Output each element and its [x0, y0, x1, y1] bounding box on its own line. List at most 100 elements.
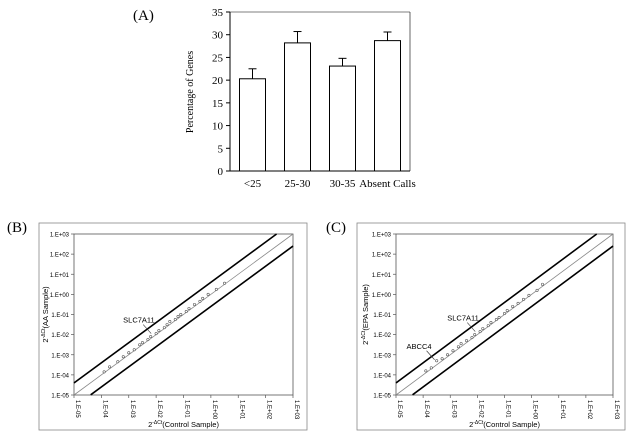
- x-tick-label: 1.E+00: [211, 400, 217, 420]
- data-point: [102, 370, 106, 374]
- y-tick-label: 1.E-02: [373, 333, 391, 339]
- x-tick-label: 1.E+01: [238, 400, 244, 420]
- x-tick-label: 1.E-01: [184, 400, 190, 418]
- gene-annotation: SLC7A11: [447, 314, 479, 323]
- panel-a-label: (A): [133, 8, 154, 24]
- x-tick-label: 1.E+01: [559, 400, 565, 420]
- x-tick-label: 1.E+02: [586, 400, 592, 420]
- x-tick-label: 1.E-02: [156, 400, 162, 418]
- data-point: [176, 315, 180, 319]
- panel-a-y-tick-label: 20: [212, 75, 224, 87]
- y-axis-label: 2-ΔCt(AA Sample): [41, 286, 50, 343]
- x-tick-label: 1.E+03: [613, 400, 619, 420]
- gene-annotation: SLC7A11: [123, 316, 155, 325]
- data-point: [149, 335, 153, 339]
- data-point: [446, 353, 450, 357]
- data-point: [116, 360, 120, 364]
- y-tick-label: 1.E+00: [372, 293, 392, 299]
- data-point: [459, 342, 463, 346]
- data-point: [179, 312, 183, 316]
- gene-annotation: ABCC4: [407, 342, 432, 351]
- data-point: [481, 327, 485, 331]
- data-point: [505, 308, 509, 312]
- data-point: [154, 332, 158, 336]
- x-tick-label: 1.E+00: [532, 400, 538, 420]
- panel-a-bar: [284, 42, 311, 172]
- data-point: [108, 365, 112, 369]
- data-point: [121, 355, 125, 359]
- y-tick-label: 1.E-04: [51, 373, 69, 379]
- y-tick-label: 1.E+01: [372, 273, 392, 279]
- y-tick-label: 1.E+00: [50, 293, 70, 299]
- panel-a-y-tick-label: 35: [212, 7, 224, 19]
- panel-b-label: (B): [7, 220, 27, 236]
- data-point: [184, 309, 188, 313]
- data-point: [502, 311, 506, 315]
- panel-a-x-tick-label: Absent Calls: [359, 178, 416, 190]
- data-point: [478, 330, 482, 334]
- data-point: [516, 301, 520, 305]
- y-tick-label: 1.E-02: [51, 333, 69, 339]
- panel-a-bar: [329, 65, 356, 172]
- data-point: [535, 288, 539, 292]
- panel-a-bar: [374, 40, 401, 172]
- data-point: [494, 318, 498, 322]
- identity-line: [73, 233, 294, 396]
- data-point: [165, 323, 169, 327]
- x-tick-label: 1.E-04: [101, 400, 107, 418]
- panel-a-y-tick-label: 25: [212, 52, 224, 64]
- panel-a-x-tick-label: <25: [244, 178, 262, 190]
- y-tick-label: 1.E-03: [51, 353, 69, 359]
- x-axis-label: 2-ΔCt(Control Sample): [469, 420, 540, 429]
- data-point: [132, 348, 136, 352]
- y-tick-label: 1.E+03: [50, 233, 70, 239]
- data-point: [168, 320, 172, 324]
- y-tick-label: 1.E-05: [373, 394, 391, 400]
- panel-c-outer-frame: [356, 222, 626, 431]
- data-point: [486, 324, 490, 328]
- data-point: [198, 299, 202, 303]
- data-point: [435, 359, 439, 363]
- data-point: [429, 366, 433, 370]
- data-point: [521, 297, 525, 301]
- y-tick-label: 1.E-03: [373, 353, 391, 359]
- data-point: [497, 316, 501, 320]
- data-point: [138, 343, 142, 347]
- panel-a-y-tick-label: 5: [218, 143, 224, 155]
- panel-a-x-tick-label: 30-35: [330, 178, 356, 190]
- y-tick-label: 1.E-05: [51, 394, 69, 400]
- x-tick-label: 1.E+02: [266, 400, 272, 420]
- y-tick-label: 1.E+02: [372, 253, 392, 259]
- panel-a-y-tick-label: 30: [212, 30, 224, 42]
- panel-a-x-tick-label: 25-30: [285, 178, 311, 190]
- data-point: [424, 369, 428, 373]
- data-point: [440, 357, 444, 361]
- data-point: [451, 349, 455, 353]
- y-tick-label: 1.E+02: [50, 253, 70, 259]
- panel-c: (C) 1.E-05 1.E-04 1.E-03 1.E-02 1.E-01 1.E+00…: [326, 220, 626, 431]
- panel-a-y-tick-label: 15: [212, 98, 224, 110]
- data-point: [146, 338, 150, 342]
- data-point: [214, 287, 218, 291]
- upper-fold-line: [395, 233, 598, 384]
- x-tick-label: 1.E-05: [74, 400, 80, 418]
- y-tick-label: 1.E-04: [373, 373, 391, 379]
- panel-c-label: (C): [326, 220, 346, 236]
- x-tick-label: 1.E-01: [505, 400, 511, 418]
- x-tick-label: 1.E-03: [450, 400, 456, 418]
- data-point: [162, 326, 166, 330]
- x-tick-label: 1.E-04: [423, 400, 429, 418]
- panel-a-y-tick-label: 0: [218, 166, 224, 178]
- data-point: [473, 333, 477, 337]
- y-tick-label: 1.E+03: [372, 233, 392, 239]
- lower-fold-line: [412, 245, 614, 396]
- y-tick-label: 1.E-01: [51, 313, 69, 319]
- x-tick-label: 1.E-02: [477, 400, 483, 418]
- data-point: [470, 336, 474, 340]
- panel-b-outer-frame: [38, 222, 308, 431]
- data-point: [127, 351, 131, 355]
- data-point: [527, 293, 531, 297]
- x-axis-label: 2-ΔCt(Control Sample): [148, 420, 219, 429]
- data-point: [187, 306, 191, 310]
